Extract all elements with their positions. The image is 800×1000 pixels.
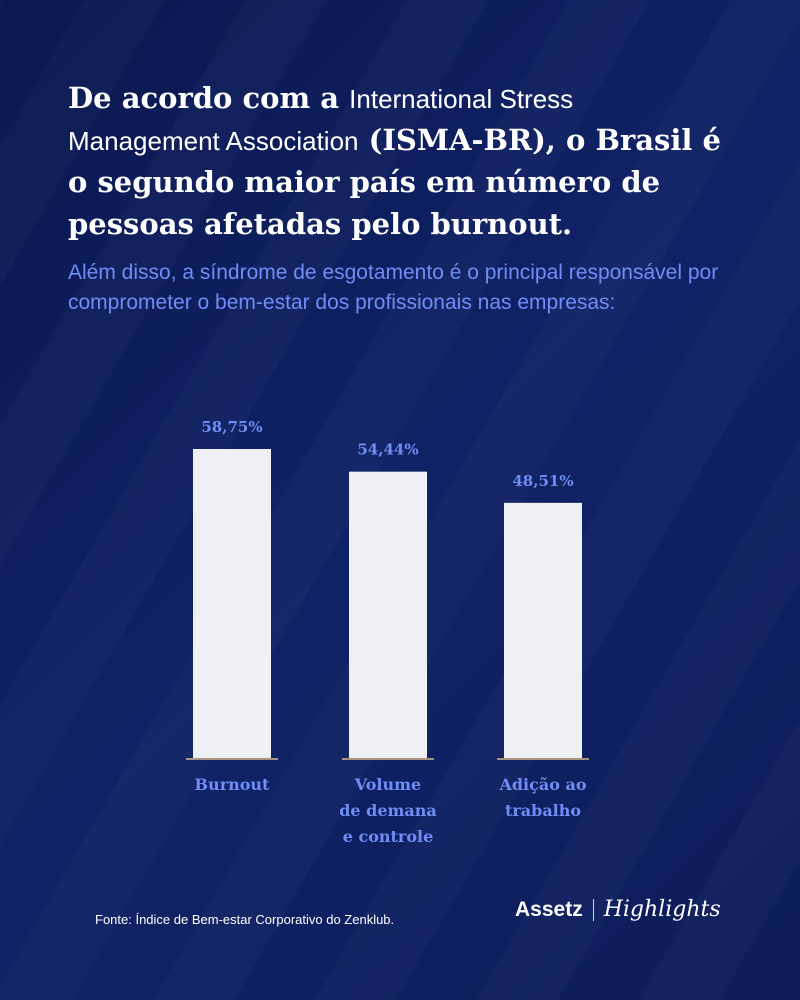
bar-chart: 58,75% Burnout 54,44% Volume de demana e cont… (186, 418, 589, 846)
value-label-1: 58,75% (201, 418, 262, 436)
category-label-3: Adição ao trabalho (498, 775, 586, 820)
value-label-2: 54,44% (357, 441, 418, 459)
category-label-1: Burnout (195, 775, 271, 794)
headline-part-2: International Stress Management Associat… (68, 84, 574, 156)
headline: De acordo com a International Stress Man… (68, 78, 728, 246)
headline-part-3: (ISMA-BR), o Brasil é o segundo maior pa… (68, 123, 721, 241)
brand-logo: Assetz Highlights (515, 897, 721, 922)
brand-sub: Highlights (603, 897, 721, 922)
category-label-2: Volume de demana e controle (339, 775, 437, 846)
bar-3 (504, 502, 582, 758)
subtitle: Além disso, a síndrome de esgotamento é … (68, 261, 719, 314)
bar-1 (193, 449, 271, 758)
source-note: Fonte: Índice de Bem-estar Corporativo d… (95, 912, 395, 927)
value-label-3: 48,51% (512, 472, 573, 490)
brand-name: Assetz (515, 897, 583, 921)
brand-separator (592, 898, 594, 921)
bar-2 (349, 471, 427, 758)
headline-part-1: De acordo com a (68, 81, 350, 115)
